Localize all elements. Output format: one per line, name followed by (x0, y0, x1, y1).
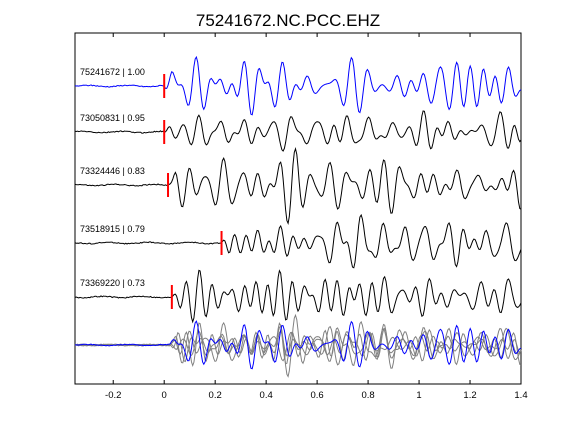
trace-line-73324446 (74, 147, 522, 225)
stacked-overlay (74, 313, 522, 378)
x-tick-label: 0.6 (311, 390, 324, 401)
trace-label-73518915: 73518915 | 0.79 (80, 224, 145, 234)
x-tick-label: 1 (416, 390, 421, 401)
trace-line-73369220 (74, 269, 522, 324)
plot-frame (74, 32, 522, 385)
x-tick-label: 0.4 (260, 390, 273, 401)
trace-line-75241672 (74, 55, 522, 116)
x-tick-label: 0 (162, 390, 167, 401)
trace-label-75241672: 75241672 | 1.00 (80, 67, 145, 77)
pick-markers (163, 74, 223, 309)
stack-line-75241672 (74, 320, 522, 370)
x-tick-label: -0.2 (105, 390, 121, 401)
x-tick-label: 0.8 (361, 390, 374, 401)
chart-title: 75241672.NC.PCC.EHZ (196, 11, 380, 30)
trace-label-73050831: 73050831 | 0.95 (80, 113, 145, 123)
trace-label-73324446: 73324446 | 0.83 (80, 166, 145, 176)
trace-label-73369220: 73369220 | 0.73 (80, 278, 145, 288)
x-tick-label: 0.2 (209, 390, 222, 401)
x-tick-label: 1.2 (463, 390, 476, 401)
x-axis: -0.2 0 0.2 0.4 0.6 0.8 1 1.2 1.4 (105, 33, 528, 401)
trace-group (74, 55, 522, 324)
x-tick-label: 1.4 (514, 390, 527, 401)
stack-line-73518915 (74, 320, 522, 367)
trace-line-73050831 (74, 110, 522, 152)
trace-labels: 75241672 | 1.00 73050831 | 0.95 73324446 |… (80, 67, 145, 288)
trace-line-73518915 (74, 213, 522, 269)
